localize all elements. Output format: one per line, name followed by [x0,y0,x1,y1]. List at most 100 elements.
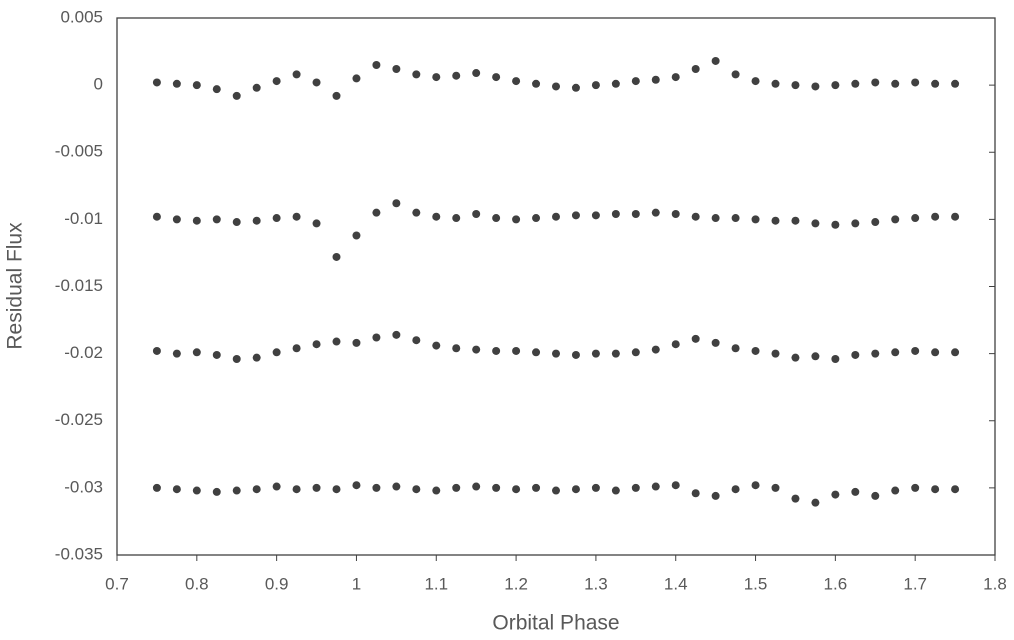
data-point [192,348,201,357]
data-point [552,82,560,91]
data-point [691,334,700,343]
data-point [432,486,441,495]
data-point [591,81,600,90]
data-point [671,210,680,219]
data-point [691,212,700,221]
data-point [831,81,840,90]
data-point [492,346,501,355]
data-point [372,333,381,342]
x-tick-label: 1.2 [504,574,528,593]
y-tick-label: -0.025 [55,410,103,429]
data-point [532,214,541,223]
data-point [192,216,201,225]
data-point [292,344,301,353]
data-point [532,348,541,357]
data-point [751,346,760,355]
data-point [352,231,361,240]
data-point [891,215,900,224]
data-point [412,208,421,217]
data-point [951,348,960,357]
x-tick-label: 1.7 [903,574,927,593]
data-point [731,485,740,494]
y-tick-label: -0.005 [55,142,103,161]
y-tick-label: -0.02 [64,343,103,362]
data-point [651,75,660,84]
data-point [412,336,421,345]
data-point [751,215,760,224]
data-point [651,482,660,491]
data-point [711,491,720,500]
x-tick-label: 1 [352,574,361,593]
data-point [811,352,820,361]
data-point [552,486,560,495]
data-point [591,349,600,358]
data-point [472,69,481,78]
data-point [472,482,481,491]
data-point [252,83,261,92]
data-point [432,73,441,82]
data-point [891,79,900,88]
data-point [691,489,700,498]
data-point [911,346,920,355]
data-point [731,70,740,79]
data-point [312,219,321,228]
data-point [272,482,281,491]
data-point [811,498,820,507]
data-point [372,60,381,69]
data-point [232,486,241,495]
data-point [492,214,501,223]
data-point [312,483,321,492]
data-point [232,354,241,363]
data-point [951,79,960,88]
data-point [492,73,501,82]
data-point [871,218,880,227]
data-point [791,353,800,362]
data-point [731,214,740,223]
data-point [671,340,680,349]
data-point [771,349,780,358]
data-point [352,338,361,347]
data-point [292,212,301,221]
data-point [571,83,580,92]
data-point [252,485,261,494]
data-point [452,344,461,353]
data-point [352,481,361,490]
data-point [392,199,401,208]
data-point [931,79,940,88]
data-point [791,81,800,90]
data-point [392,65,401,74]
data-point [831,220,840,229]
data-point [611,210,620,219]
x-axis-title: Orbital Phase [492,612,619,635]
data-point [691,65,700,74]
data-point [272,214,281,223]
data-point [452,214,461,223]
data-point [432,341,441,350]
data-point [172,79,181,88]
data-point [751,481,760,490]
data-point [372,483,381,492]
y-tick-label: -0.01 [64,209,103,228]
data-point [611,486,620,495]
data-point [711,56,720,65]
y-tick-label: -0.035 [55,544,103,563]
data-point [631,348,640,357]
data-point [951,485,960,494]
data-point [571,350,580,359]
data-point [591,483,600,492]
y-tick-label: 0 [94,75,103,94]
data-point [851,350,860,359]
data-point [332,337,341,346]
data-point [392,330,401,339]
data-point [911,78,920,87]
data-point [771,216,780,225]
data-point [711,214,720,223]
plot-frame [116,17,996,556]
data-point [312,78,321,87]
y-tick-label: -0.015 [55,276,103,295]
data-point [252,216,261,225]
data-point [512,215,521,224]
data-point [871,78,880,87]
x-tick-label: 0.8 [185,574,209,593]
data-point [811,219,820,228]
